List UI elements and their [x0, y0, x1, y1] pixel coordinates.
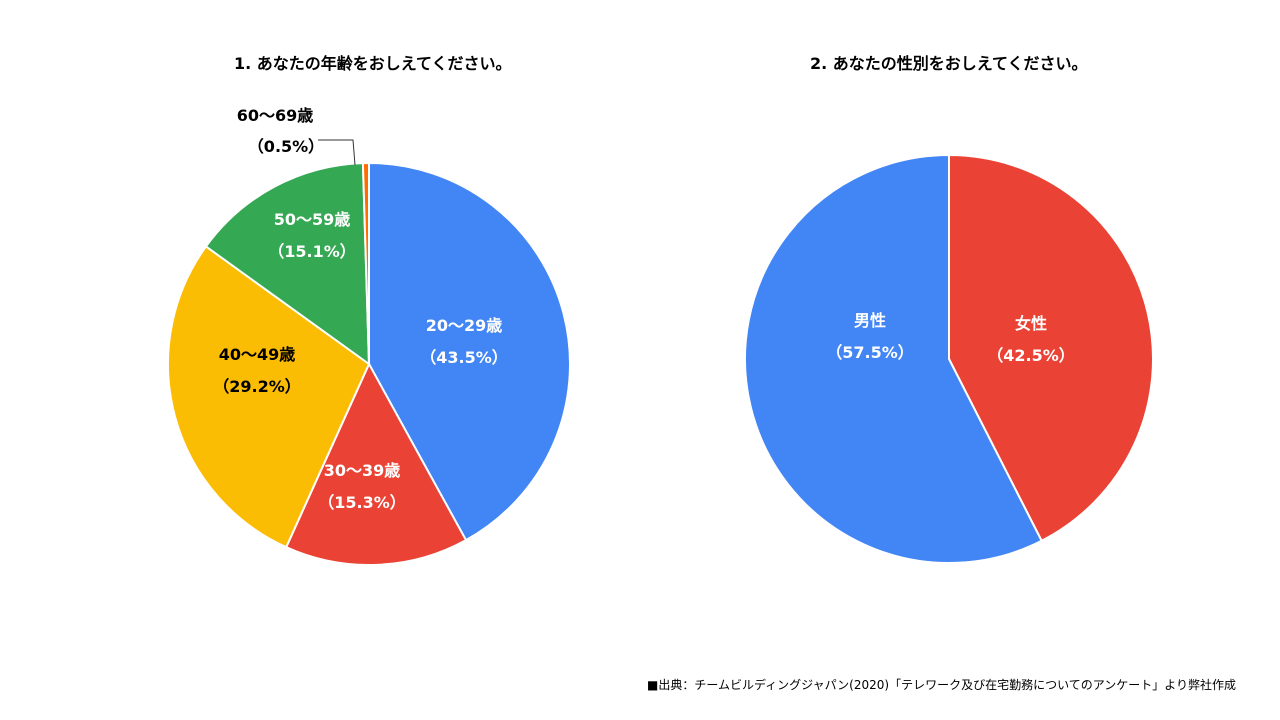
age-slice-4-name: 60〜69歳: [236, 106, 314, 125]
age-slice-2-percent: （29.2%）: [213, 377, 301, 396]
age-slice-1-name: 30〜39歳: [323, 461, 401, 480]
age-slice-4-percent: （0.5%）: [247, 137, 325, 156]
gender-slice-0: [948, 153, 1154, 543]
gender-chart-title: 2. あなたの性別をおしえてください。: [810, 54, 1088, 73]
age-slice-3-label: 50〜59歳 （15.1%）: [268, 204, 356, 268]
age-slice-0-label: 20〜29歳 （43.5%）: [420, 310, 508, 374]
gender-slice-0-label: 女性 （42.5%）: [987, 308, 1075, 372]
age-slice-2: [167, 245, 371, 549]
age-slice-4: [361, 161, 370, 365]
age-slice-2-name: 40〜49歳: [218, 345, 296, 364]
age-slice-1: [284, 361, 468, 566]
gender-slice-0-percent: （42.5%）: [987, 346, 1075, 365]
age-chart-title: 1. あなたの年齢をおしえてください。: [234, 54, 512, 73]
age-slice-0-percent: （43.5%）: [420, 348, 508, 367]
age-slice-2-label: 40〜49歳 （29.2%）: [213, 339, 301, 403]
age-slice-3-name: 50〜59歳: [273, 210, 351, 229]
age-slice-0-name: 20〜29歳: [425, 316, 503, 335]
gender-slice-1-percent: （57.5%）: [826, 343, 914, 362]
age-slice-3: [204, 162, 371, 366]
gender-slice-1-name: 男性: [853, 311, 887, 330]
age-slice-4-leader-line: [318, 139, 356, 166]
gender-slice-0-name: 女性: [1014, 314, 1048, 333]
age-slice-1-label: 30〜39歳 （15.3%）: [318, 455, 406, 519]
age-slice-0: [368, 161, 571, 542]
source-note: ■出典：チームビルディングジャパン(2020)「テレワーク及び在宅勤務についての…: [647, 678, 1236, 692]
gender-slice-1-label: 男性 （57.5%）: [826, 305, 914, 369]
age-slice-3-percent: （15.1%）: [268, 242, 356, 261]
age-slice-1-percent: （15.3%）: [318, 493, 406, 512]
gender-slice-1: [743, 153, 1043, 564]
